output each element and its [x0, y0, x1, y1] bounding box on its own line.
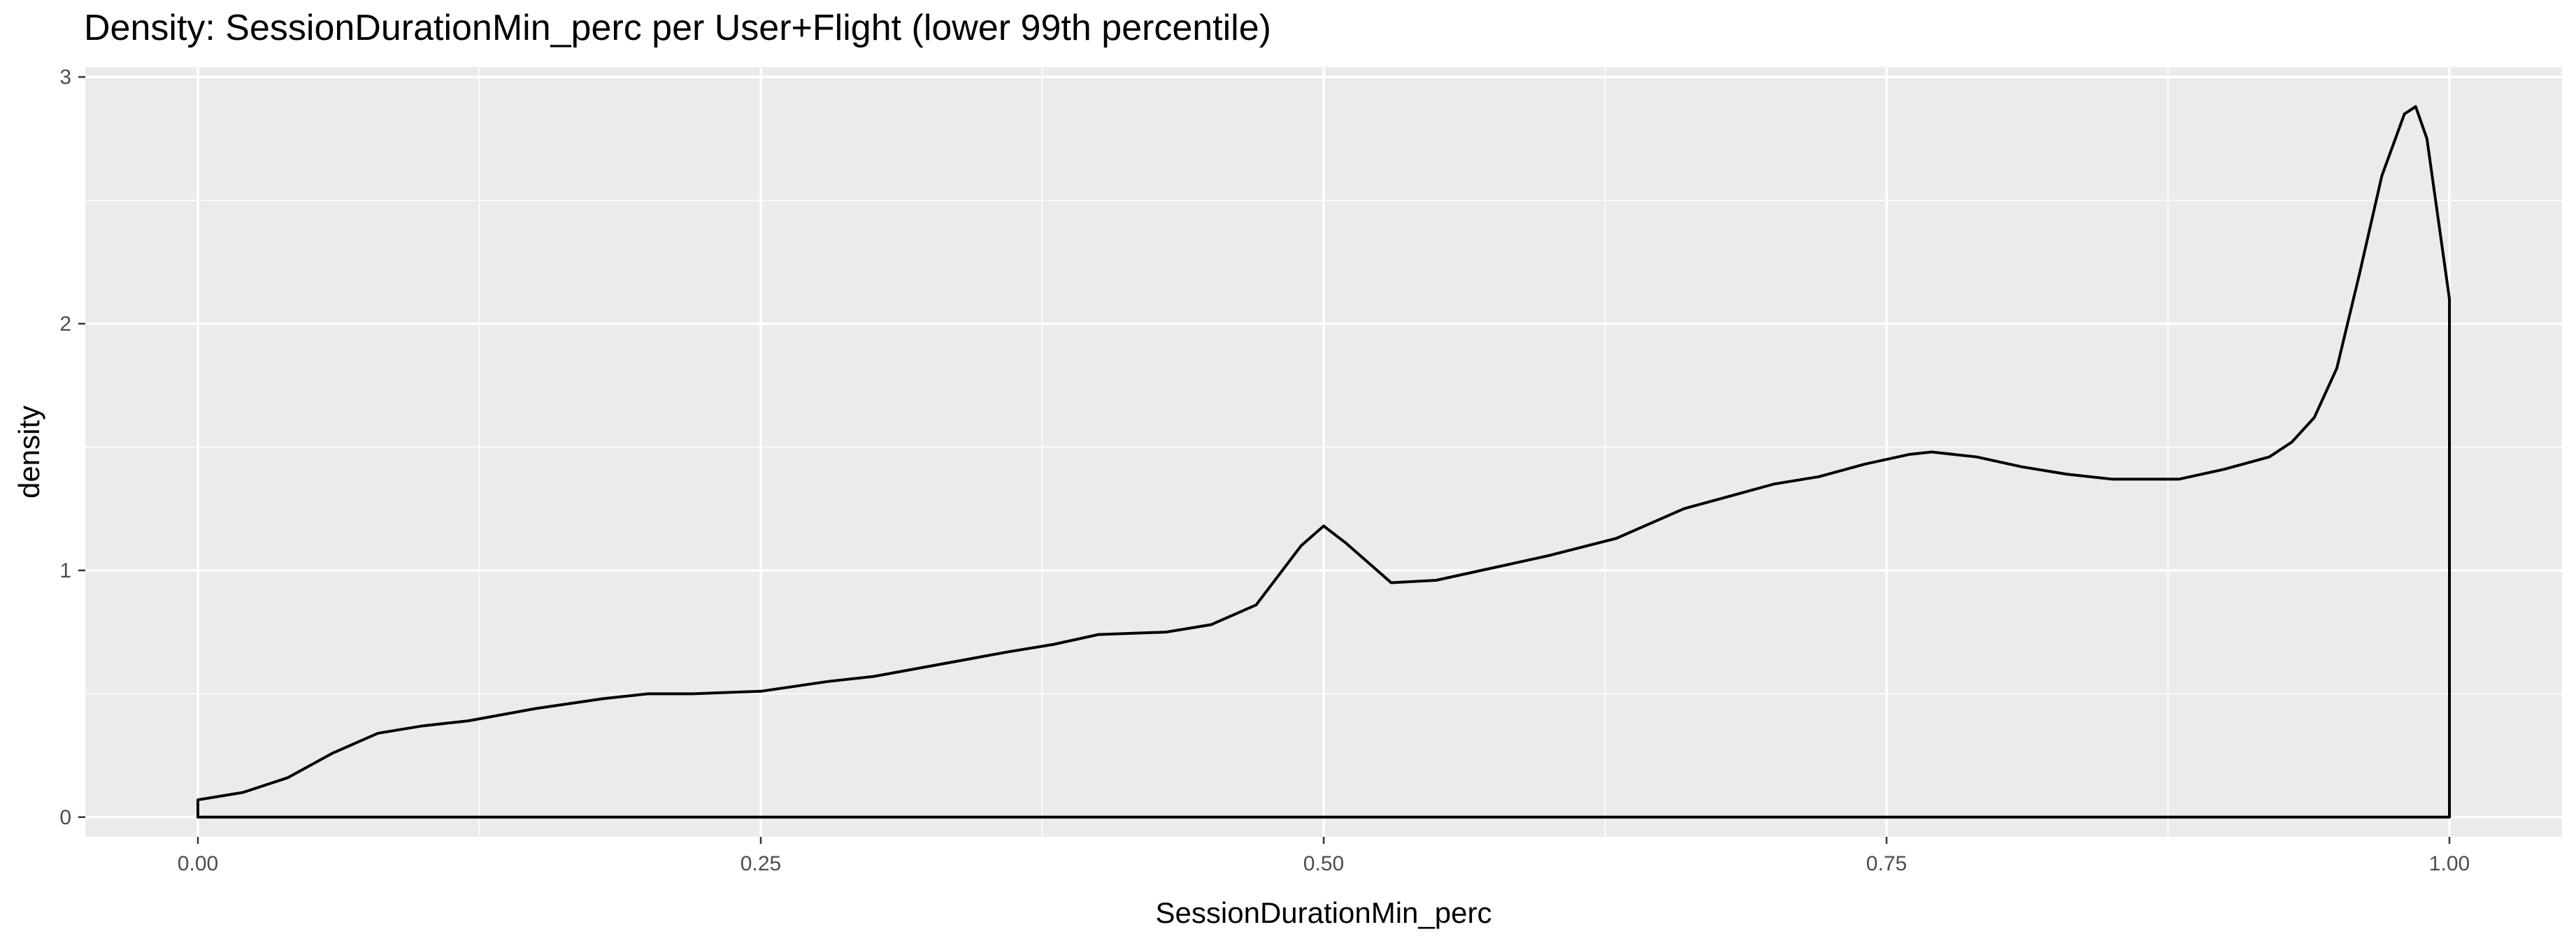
y-tick-label: 2 [59, 313, 71, 336]
x-axis-title: SessionDurationMin_perc [1156, 896, 1492, 929]
y-tick-label: 1 [59, 559, 71, 582]
y-axis-title: density [13, 405, 45, 498]
x-axis: 0.00 0.25 0.50 0.75 1.00 [178, 837, 2470, 875]
chart-title: Density: SessionDurationMin_perc per Use… [84, 8, 1271, 48]
x-tick-label: 0.25 [740, 852, 781, 875]
density-line [196, 105, 2451, 819]
x-tick-label: 0.00 [178, 852, 218, 875]
y-tick-label: 3 [59, 66, 71, 89]
x-tick-label: 0.50 [1303, 852, 1344, 875]
x-tick-label: 0.75 [1866, 852, 1907, 875]
y-axis: 0 1 2 3 [59, 66, 85, 829]
y-tick-label: 0 [59, 806, 71, 829]
x-tick-label: 1.00 [2429, 852, 2470, 875]
